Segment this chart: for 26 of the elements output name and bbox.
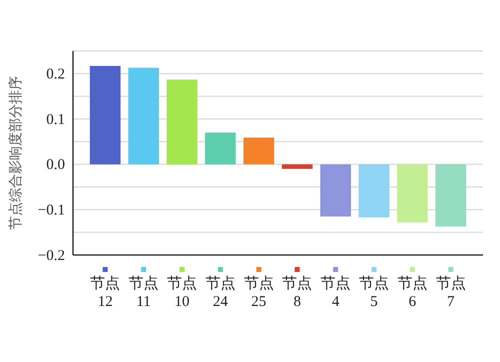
x-tick-label: 节点 4 bbox=[320, 275, 351, 310]
x-tick-label: 节点 8 bbox=[282, 275, 312, 310]
bar bbox=[358, 164, 390, 218]
y-tick-label: −0.2 bbox=[38, 248, 65, 264]
x-tick-label: 节点 6 bbox=[397, 275, 428, 310]
bar bbox=[320, 164, 351, 216]
bar bbox=[205, 132, 236, 164]
bar bbox=[282, 164, 313, 169]
bar bbox=[166, 80, 198, 164]
y-tick-label: 0.2 bbox=[46, 66, 65, 82]
x-tick-label: 节点 25 bbox=[244, 275, 274, 310]
x-tick-label: 节点 12 bbox=[90, 275, 120, 310]
bar bbox=[397, 164, 428, 222]
bar bbox=[243, 138, 274, 164]
y-tick-label: −0.1 bbox=[38, 202, 65, 218]
x-tick-label: 节点 10 bbox=[167, 275, 197, 310]
y-tick-label: 0.1 bbox=[46, 112, 65, 128]
y-tick-label: 0.0 bbox=[46, 157, 65, 174]
x-tick-label: 节点 24 bbox=[205, 275, 236, 310]
x-tick-label: 节点 11 bbox=[128, 275, 159, 310]
bar bbox=[128, 68, 159, 164]
y-axis-title: 节点综合影响度部分排序 bbox=[8, 76, 24, 230]
bar bbox=[90, 66, 121, 164]
bar bbox=[435, 164, 466, 226]
x-tick-label: 节点 7 bbox=[436, 275, 466, 310]
x-tick-label: 节点 5 bbox=[359, 275, 389, 310]
